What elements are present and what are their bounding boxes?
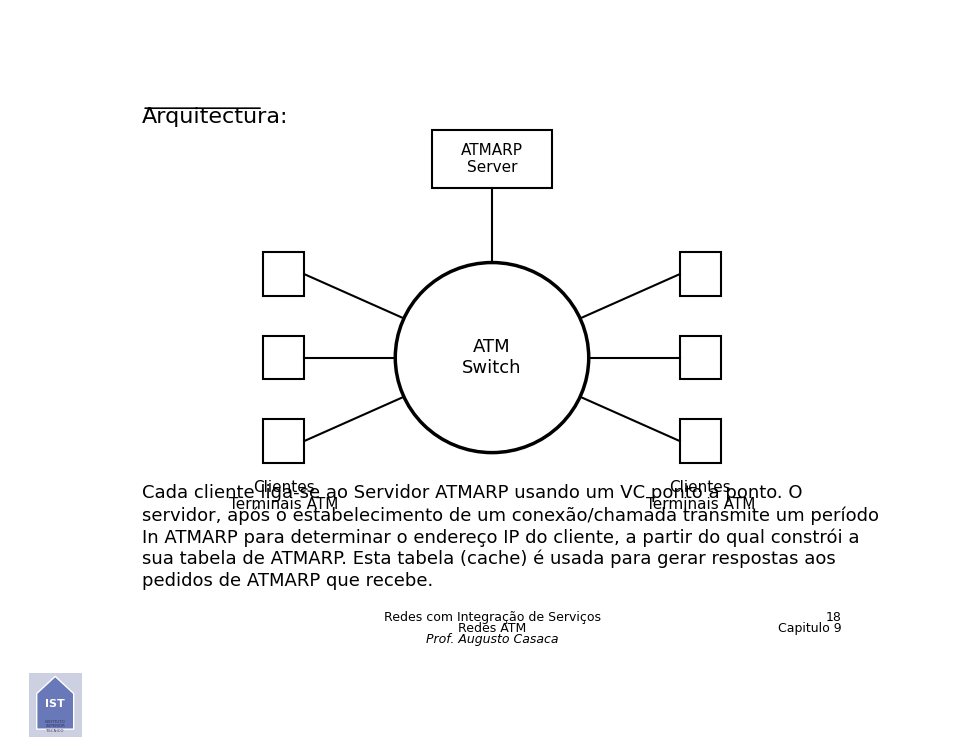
Text: ATM
Switch: ATM Switch: [463, 338, 521, 377]
Text: Redes com Integração de Serviços: Redes com Integração de Serviços: [383, 611, 601, 625]
Text: pedidos de ATMARP que recebe.: pedidos de ATMARP que recebe.: [142, 571, 434, 590]
Text: sua tabela de ATMARP. Esta tabela (cache) é usada para gerar respostas aos: sua tabela de ATMARP. Esta tabela (cache…: [142, 550, 836, 568]
Text: servidor, após o estabelecimento de um conexão/chamada transmite um período: servidor, após o estabelecimento de um c…: [142, 506, 879, 524]
Text: Arquitectura:: Arquitectura:: [142, 107, 289, 127]
Polygon shape: [36, 676, 74, 729]
FancyBboxPatch shape: [29, 673, 82, 737]
Text: INSTITUTO
SUPERIOR
TECNICO: INSTITUTO SUPERIOR TECNICO: [45, 720, 65, 733]
Text: 18: 18: [826, 611, 842, 625]
Text: Clientes
Terminais ATM: Clientes Terminais ATM: [646, 480, 755, 512]
Text: In ATMARP para determinar o endereço IP do cliente, a partir do qual constrói a: In ATMARP para determinar o endereço IP …: [142, 528, 860, 547]
Text: Capitulo 9: Capitulo 9: [778, 622, 842, 635]
Text: Cada cliente liga-se ao Servidor ATMARP usando um VC ponto a ponto. O: Cada cliente liga-se ao Servidor ATMARP …: [142, 484, 803, 503]
Text: Redes ATM: Redes ATM: [458, 622, 526, 635]
Text: IST: IST: [45, 699, 65, 708]
Text: ATMARP
Server: ATMARP Server: [461, 143, 523, 175]
Text: Clientes
Terminais ATM: Clientes Terminais ATM: [229, 480, 338, 512]
Text: Prof. Augusto Casaca: Prof. Augusto Casaca: [425, 633, 559, 646]
